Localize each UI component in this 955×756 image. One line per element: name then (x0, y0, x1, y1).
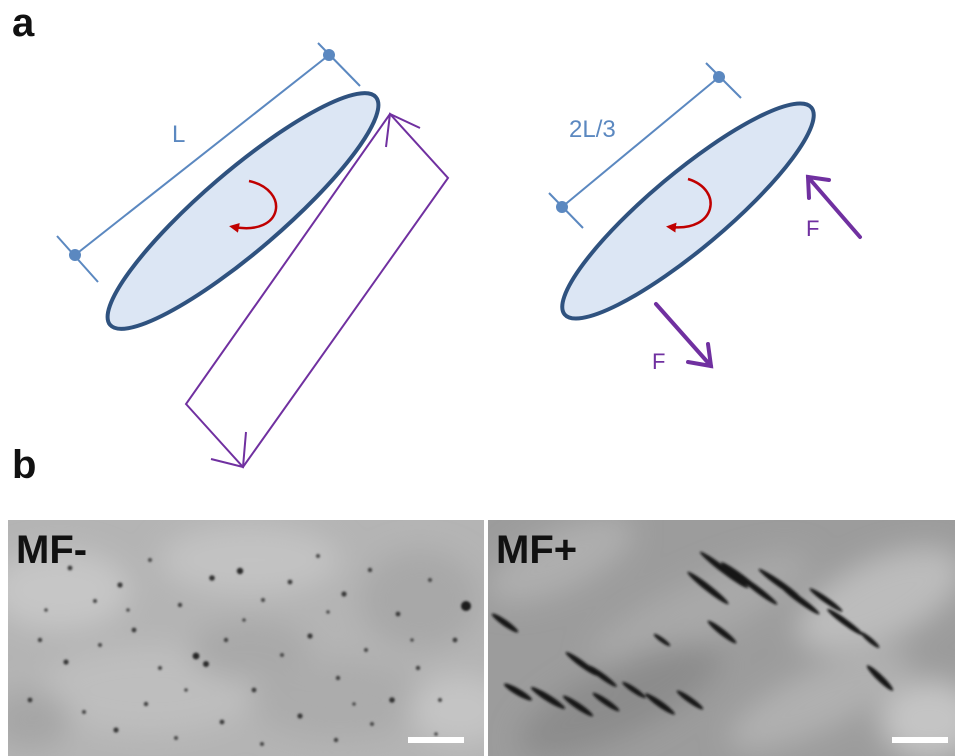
rotation-arrow-icon (229, 179, 278, 233)
micrograph-label-mf-minus: MF- (16, 528, 87, 572)
micrograph-mf-plus: MF+ (488, 520, 955, 756)
left-rod-diagram: L (56, 42, 450, 469)
right-rod-diagram: 2L/3 F F (548, 62, 862, 374)
dimension-endpoint-dot (323, 49, 335, 61)
panel-label-b: b (12, 443, 36, 487)
background-texture (488, 520, 955, 756)
force-label-top: F (806, 216, 819, 241)
dimension-endpoint-dot (69, 249, 81, 261)
force-arrow-top (805, 174, 862, 239)
arrow-head-icon (385, 112, 421, 148)
force-arrow-bottom (654, 302, 714, 369)
length-label-right: 2L/3 (569, 116, 616, 143)
force-arrows-crossed (184, 112, 450, 469)
panel-label-a: a (12, 1, 35, 45)
elongated-particles (491, 551, 894, 717)
scale-bar (408, 737, 464, 743)
micrograph-divider (484, 520, 488, 756)
background-texture (8, 525, 484, 750)
micrograph-mf-minus: MF- (8, 520, 484, 756)
arrow-head-icon (210, 431, 247, 469)
rotation-arrow-icon (666, 177, 712, 233)
length-label-left: L (172, 121, 185, 148)
dimension-endpoint-dot (556, 201, 568, 213)
micrograph-label-mf-plus: MF+ (496, 528, 577, 572)
scale-bar (892, 737, 948, 743)
particle-dots (27, 554, 471, 746)
force-label-bottom: F (652, 349, 665, 374)
rod-ellipse-left (105, 91, 381, 331)
force-arrow-outline (184, 112, 450, 469)
dimension-endpoint-dot (713, 71, 725, 83)
rod-ellipse-right (560, 101, 816, 321)
